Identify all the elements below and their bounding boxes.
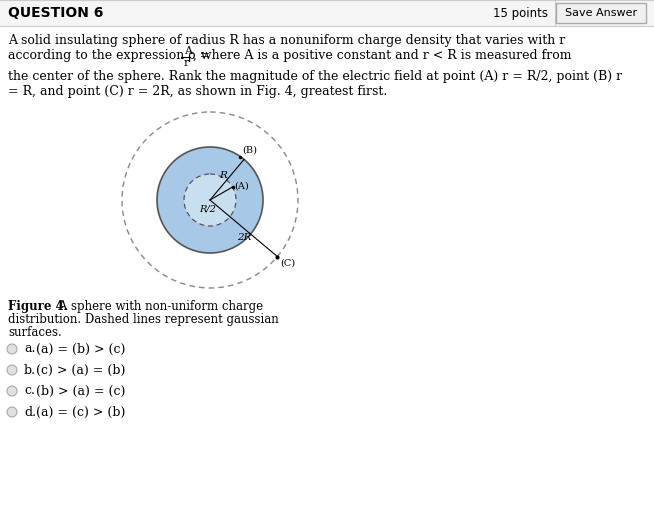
Circle shape [184,174,236,226]
Circle shape [7,344,17,354]
Text: = R, and point (C) r = 2R, as shown in Fig. 4, greatest first.: = R, and point (C) r = 2R, as shown in F… [8,85,387,98]
Text: A sphere with non-uniform charge: A sphere with non-uniform charge [55,300,263,313]
Text: A solid insulating sphere of radius R has a nonuniform charge density that varie: A solid insulating sphere of radius R ha… [8,34,565,47]
Circle shape [7,407,17,417]
Text: Save Answer: Save Answer [565,8,637,18]
Text: surfaces.: surfaces. [8,326,61,339]
Text: a.: a. [24,342,35,355]
Text: (c) > (a) = (b): (c) > (a) = (b) [36,364,126,377]
Circle shape [7,365,17,375]
Text: c.: c. [24,384,35,398]
Text: Figure 4.: Figure 4. [8,300,68,313]
Text: 2R: 2R [237,233,252,242]
Text: (a) = (c) > (b): (a) = (c) > (b) [36,405,126,418]
Text: (A): (A) [235,181,249,191]
Text: (C): (C) [281,258,296,268]
Text: according to the expression ρ =: according to the expression ρ = [8,49,215,62]
Text: distribution. Dashed lines represent gaussian: distribution. Dashed lines represent gau… [8,313,279,326]
Bar [0,0,654,26]
Text: R/2: R/2 [199,204,216,213]
Text: d.: d. [24,405,36,418]
Text: (B): (B) [243,145,258,155]
Text: QUESTION 6: QUESTION 6 [8,6,103,20]
Text: (b) > (a) = (c): (b) > (a) = (c) [36,384,126,398]
Text: 15 points: 15 points [493,6,548,19]
Text: R: R [219,171,227,180]
Text: A: A [184,45,192,56]
Text: b.: b. [24,364,36,377]
FancyBboxPatch shape [556,3,646,23]
Text: (a) = (b) > (c): (a) = (b) > (c) [36,342,126,355]
Circle shape [157,147,263,253]
Text: the center of the sphere. Rank the magnitude of the electric field at point (A) : the center of the sphere. Rank the magni… [8,70,622,83]
Circle shape [7,386,17,396]
Text: r: r [184,57,190,68]
Text: , where A is a positive constant and r < R is measured from: , where A is a positive constant and r <… [193,49,572,62]
